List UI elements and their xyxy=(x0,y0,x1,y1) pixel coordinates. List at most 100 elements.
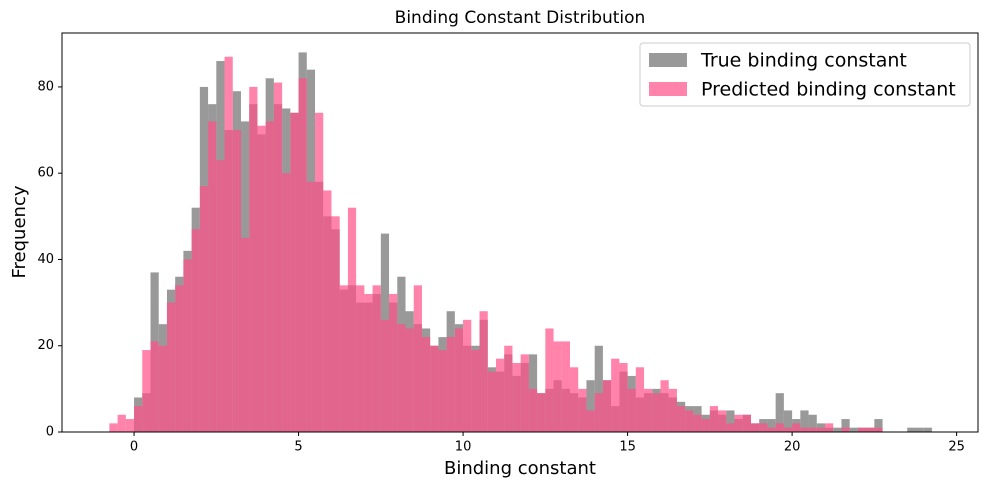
histogram-bar xyxy=(767,419,776,432)
histogram-bar xyxy=(578,388,587,432)
histogram-bar xyxy=(413,285,422,432)
x-tick-label: 20 xyxy=(784,440,801,455)
histogram-bar xyxy=(561,341,571,432)
histogram-bar xyxy=(726,410,735,432)
chart-title: Binding Constant Distribution xyxy=(395,8,646,28)
x-tick-label: 15 xyxy=(619,440,636,455)
histogram-bar xyxy=(602,380,612,432)
histogram-bar xyxy=(792,423,801,432)
histogram-bar xyxy=(495,358,505,432)
histogram-bar xyxy=(520,354,529,432)
histogram-bar xyxy=(685,410,694,432)
histogram-bar xyxy=(273,82,283,432)
histogram-bar xyxy=(586,410,595,432)
histogram-bar xyxy=(290,112,299,433)
histogram-bar xyxy=(570,367,579,432)
histogram-bar xyxy=(463,319,472,432)
histogram-bar xyxy=(397,324,406,432)
x-tick-label: 25 xyxy=(948,440,965,455)
histogram-bar xyxy=(364,293,373,432)
histogram-bar xyxy=(438,350,447,432)
legend-swatch xyxy=(649,82,687,96)
legend-box xyxy=(639,42,971,107)
histogram-bar xyxy=(232,130,241,432)
histogram-bar xyxy=(644,388,653,432)
histogram-bar xyxy=(191,229,200,432)
histogram-bar xyxy=(660,380,669,432)
histogram-bar xyxy=(742,414,751,432)
histogram-bar xyxy=(421,337,431,432)
histogram-bar xyxy=(430,345,439,432)
x-tick-label: 10 xyxy=(455,440,472,455)
histogram-bar xyxy=(857,427,867,432)
histogram-bar xyxy=(265,121,274,432)
histogram-bar xyxy=(923,427,932,432)
histogram-bar xyxy=(216,160,225,432)
histogram-bar xyxy=(175,285,184,432)
histogram-bar xyxy=(775,423,784,432)
histogram-bar xyxy=(553,341,562,432)
histogram-bar xyxy=(389,293,398,432)
y-tick-label: 60 xyxy=(37,166,54,181)
histogram-bar xyxy=(619,362,628,432)
histogram-bar xyxy=(471,350,480,432)
histogram-bar xyxy=(833,427,842,432)
histogram-bar xyxy=(545,328,554,432)
histogram-bar xyxy=(915,427,924,432)
histogram-bar xyxy=(849,427,858,432)
histogram-bar xyxy=(767,427,776,432)
histogram-bar xyxy=(874,427,883,432)
histogram-bar xyxy=(907,427,916,432)
histogram-bar xyxy=(750,423,760,432)
histogram-bar xyxy=(487,371,496,432)
histogram-bar xyxy=(718,410,727,432)
histogram-bar xyxy=(479,311,488,432)
histogram-bar xyxy=(347,207,357,432)
histogram-bar xyxy=(808,427,817,432)
y-tick-label: 20 xyxy=(37,338,54,353)
histogram-bar xyxy=(224,56,233,432)
histogram-bar xyxy=(183,259,192,432)
histogram-bar xyxy=(166,302,176,432)
histogram-bar xyxy=(158,345,167,432)
y-axis-label: Frequency xyxy=(9,185,30,278)
histogram-bar xyxy=(627,388,636,432)
histogram-bar xyxy=(693,414,702,432)
histogram-bar xyxy=(611,358,620,432)
y-tick-label: 80 xyxy=(37,79,54,94)
histogram-bar xyxy=(866,427,875,432)
histogram-bar xyxy=(117,414,126,432)
histogram-bar xyxy=(446,337,455,432)
histogram-bar xyxy=(454,328,464,432)
histogram-bar xyxy=(586,380,595,432)
histogram-bar xyxy=(208,121,217,432)
histogram-bar xyxy=(726,423,735,432)
histogram-bar xyxy=(405,328,414,432)
histogram-bar xyxy=(380,319,390,432)
histogram-bar xyxy=(323,190,332,432)
histogram-bar xyxy=(816,427,826,432)
histogram-bar xyxy=(701,419,710,432)
histogram-bar xyxy=(841,427,850,432)
histogram-bar xyxy=(537,393,546,432)
histogram-bar xyxy=(676,406,686,432)
histogram-bar xyxy=(315,112,324,433)
histogram-bar xyxy=(800,427,809,432)
histogram-bar xyxy=(109,423,118,432)
y-tick-label: 0 xyxy=(46,425,54,440)
legend-label: True binding constant xyxy=(700,50,907,72)
histogram-bar xyxy=(759,423,768,432)
histogram-bar xyxy=(775,393,784,432)
histogram-bar xyxy=(356,285,365,432)
histogram-bar xyxy=(306,181,316,432)
histogram-bar xyxy=(594,345,603,432)
x-tick-label: 5 xyxy=(294,440,302,455)
histogram-bar xyxy=(150,341,159,432)
histogram-bar xyxy=(709,406,719,432)
histogram-bar xyxy=(841,419,850,432)
histogram-bar xyxy=(512,362,521,432)
histogram-bar xyxy=(528,388,538,432)
histogram-bar xyxy=(808,414,817,432)
histogram-bar xyxy=(504,345,513,432)
